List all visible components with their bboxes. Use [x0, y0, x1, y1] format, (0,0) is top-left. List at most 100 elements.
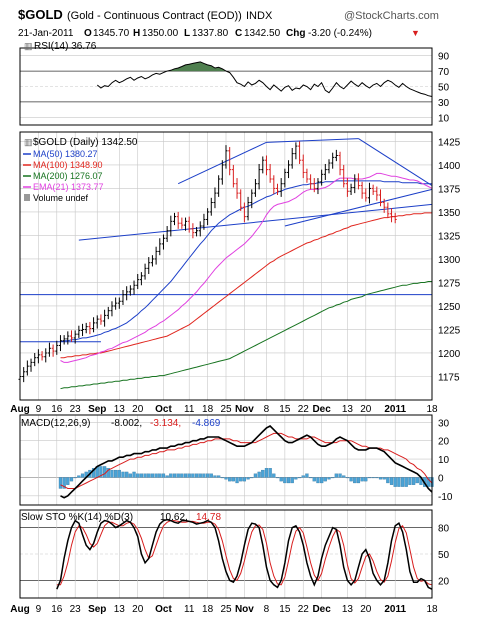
macd-histogram-bar — [121, 471, 125, 478]
macd-histogram-bar — [404, 477, 408, 487]
ma200-legend-label: MA(200) 1276.07 — [33, 171, 103, 181]
sto-x-tick-label: Sep — [88, 604, 106, 615]
volume-legend-label: Volume undef — [33, 193, 89, 203]
macd-histogram-bar — [386, 477, 390, 484]
macd-histogram-bar — [397, 477, 401, 487]
macd-histogram-bar — [77, 475, 81, 478]
macd-histogram-bar — [382, 477, 386, 480]
macd-histogram-bar — [69, 477, 74, 482]
macd-tick-label: 20 — [438, 437, 450, 448]
change-label: Chg — [286, 28, 305, 39]
macd-histogram-bar — [224, 477, 228, 480]
macd-histogram-bar — [331, 477, 335, 479]
macd-histogram-bar — [286, 477, 291, 484]
sto-x-tick-label: 15 — [279, 604, 291, 615]
price-x-tick-label: 2011 — [384, 404, 406, 415]
macd-histogram-bar — [364, 477, 368, 482]
sto-title: Slow STO %K(14) %D(3) — [21, 512, 133, 523]
macd-histogram-bar — [316, 477, 320, 484]
ema21-legend-label: EMA(21) 1373.77 — [33, 182, 104, 192]
macd-histogram-bar — [320, 477, 324, 484]
sto-x-tick-label: 13 — [342, 604, 354, 615]
macd-histogram-bar — [99, 466, 103, 478]
macd-histogram-bar — [202, 473, 206, 478]
macd-line — [60, 425, 433, 499]
macd-histogram-bar — [261, 469, 265, 478]
macd-histogram-bar — [80, 473, 85, 478]
sto-panel-frame — [19, 509, 433, 599]
macd-histogram-bar — [389, 477, 394, 485]
macd-histogram-bar — [66, 477, 70, 485]
macd-histogram-bar — [308, 477, 313, 479]
macd-histogram-bar — [349, 477, 353, 482]
macd-signal-value: -3.134, — [150, 418, 181, 429]
macd-histogram-bar — [408, 477, 412, 485]
ma200-line — [60, 281, 432, 390]
watermark: @StockCharts.com — [344, 10, 439, 22]
sto-tick-label: 80 — [438, 524, 450, 535]
macd-histogram-bar — [139, 473, 144, 478]
macd-histogram-bar — [213, 475, 217, 478]
macd-histogram-bar — [183, 473, 188, 478]
macd-histogram-bar — [400, 477, 405, 487]
macd-histogram-bar — [378, 477, 383, 480]
macd-histogram-bar — [345, 477, 350, 479]
macd-histogram-bar — [147, 473, 151, 478]
macd-histogram-bar — [158, 473, 162, 478]
macd-histogram-bar — [294, 477, 298, 480]
sto-x-tick-label: Oct — [155, 604, 172, 615]
macd-histogram-bar — [375, 477, 379, 479]
macd-histogram-bar — [250, 477, 254, 479]
macd-histogram-bar — [426, 477, 430, 487]
macd-histogram-bar — [253, 473, 258, 478]
price-tick-label: 1400 — [438, 161, 461, 172]
sto-x-tick-label: Aug — [10, 604, 29, 615]
macd-histogram-bar — [128, 473, 132, 478]
close-value: 1342.50 — [244, 28, 281, 39]
macd-tick-label: 30 — [438, 418, 450, 429]
price-tick-label: 1200 — [438, 349, 461, 360]
price-tick-label: 1300 — [438, 255, 461, 266]
macd-histogram-bar — [283, 477, 287, 484]
macd-histogram-bar — [169, 473, 173, 478]
macd-histogram-bar — [323, 477, 327, 482]
macd-histogram-bar — [154, 473, 158, 478]
price-x-tick-label: Sep — [88, 404, 106, 415]
price-x-tick-label: Dec — [312, 404, 331, 415]
symbol-name: (Gold - Continuous Contract (EOD)) — [67, 10, 242, 22]
rsi-tick-label: 90 — [438, 52, 450, 63]
macd-tick-label: 10 — [438, 455, 450, 466]
macd-histogram-bar — [194, 473, 199, 478]
macd-tick-label: 0 — [438, 473, 444, 484]
macd-histogram-bar — [415, 477, 419, 484]
macd-histogram-bar — [191, 473, 195, 478]
macd-histogram-bar — [161, 473, 166, 478]
price-x-tick-label: 8 — [264, 404, 270, 415]
price-x-tick-label: 25 — [220, 404, 232, 415]
ma100-legend-label: MA(100) 1348.90 — [33, 160, 103, 170]
sto-x-tick-label: 22 — [298, 604, 310, 615]
macd-histogram-bar — [411, 477, 416, 485]
trendline — [78, 203, 433, 241]
sto-x-tick-label: Nov — [235, 604, 254, 615]
macd-histogram-bar — [393, 477, 397, 487]
price-x-tick-label: 20 — [132, 404, 144, 415]
ma50-line — [60, 180, 432, 343]
sto-x-tick-label: 20 — [360, 604, 372, 615]
trendline — [284, 188, 433, 227]
macd-histogram-bar — [338, 473, 342, 478]
macd-histogram-bar — [125, 471, 129, 478]
macd-histogram-bar — [58, 477, 63, 489]
macd-histogram-bar — [268, 468, 272, 478]
macd-panel-frame — [19, 414, 433, 506]
price-x-tick-label: 9 — [36, 404, 42, 415]
close-label: C — [235, 28, 242, 39]
macd-histogram-bar — [165, 475, 169, 478]
macd-histogram-bar — [305, 473, 309, 478]
price-tick-label: 1250 — [438, 302, 461, 313]
sto-x-tick-label: 16 — [51, 604, 63, 615]
macd-histogram-bar — [342, 475, 346, 478]
macd-histogram-bar — [231, 477, 235, 482]
sto-d-value: 14.78 — [196, 512, 221, 523]
rsi-panel-frame — [19, 47, 433, 126]
